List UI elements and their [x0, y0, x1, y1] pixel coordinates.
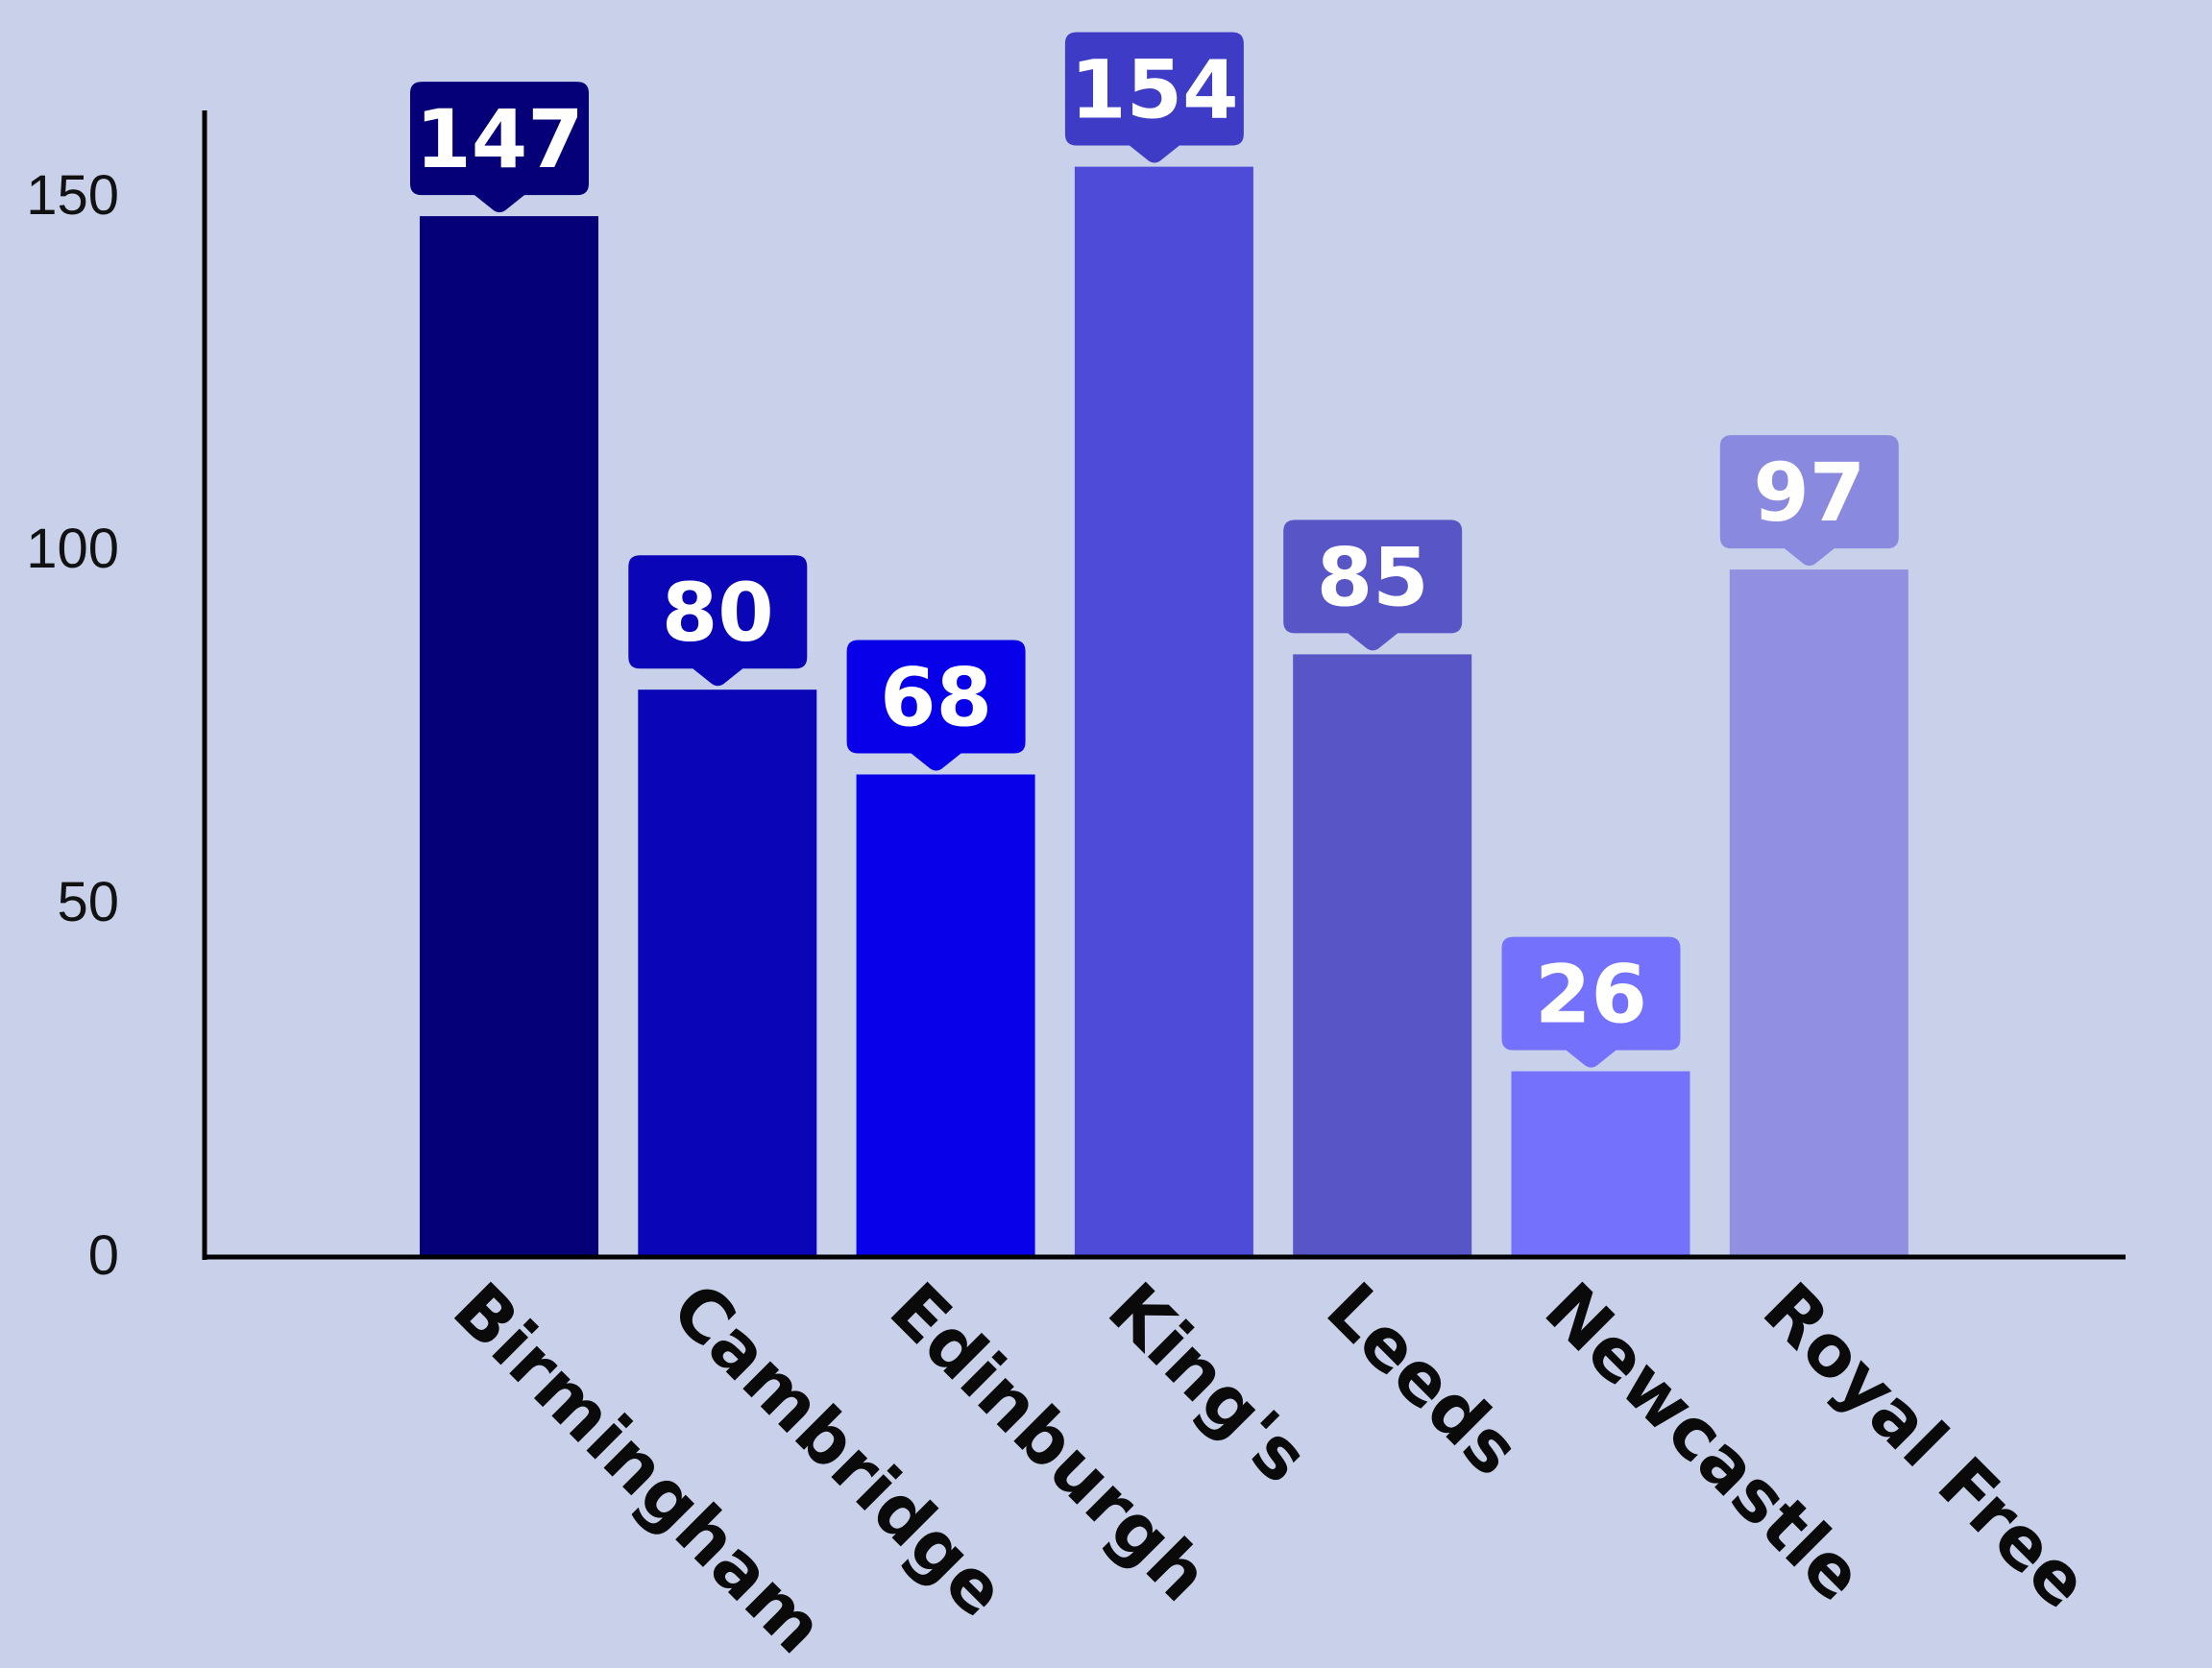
- bar-king-s: [1075, 167, 1253, 1255]
- x-tick-label-birmingham: Birmingham: [437, 1268, 839, 1663]
- y-tick-label-150: 150: [26, 164, 119, 227]
- data-label-edinburgh: 68: [880, 651, 992, 745]
- bar-royal-free: [1730, 569, 1908, 1255]
- data-label-newcastle: 26: [1535, 948, 1647, 1042]
- data-label-leeds: 85: [1317, 530, 1429, 624]
- bar-leeds: [1293, 654, 1471, 1255]
- data-label-king-s: 154: [1070, 43, 1238, 137]
- data-label-birmingham: 147: [415, 92, 583, 186]
- y-tick-label-50: 50: [57, 871, 119, 933]
- y-tick-label-0: 0: [88, 1224, 119, 1287]
- bar-birmingham: [420, 216, 598, 1255]
- x-tick-labels: BirminghamCambridgeEdinburghKing'sLeedsN…: [437, 1268, 2104, 1663]
- x-tick-label-leeds: Leeds: [1310, 1268, 1535, 1492]
- bar-newcastle: [1512, 1072, 1690, 1255]
- y-tick-label-100: 100: [26, 518, 119, 580]
- data-label-royal-free: 97: [1753, 446, 1865, 540]
- bars-layer: [420, 167, 1908, 1255]
- y-tick-labels: 0 50 100 150: [26, 164, 119, 1287]
- bar-cambridge: [638, 689, 816, 1255]
- data-label-cambridge: 80: [662, 566, 774, 660]
- bar-edinburgh: [857, 775, 1035, 1256]
